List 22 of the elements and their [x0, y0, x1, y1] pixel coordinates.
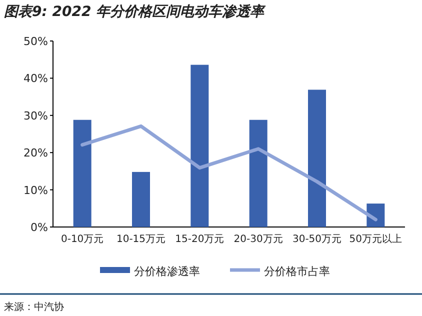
x-tick-label: 20-30万元	[234, 234, 283, 245]
bar	[190, 64, 209, 227]
chart-title: 图表9: 2022 年分价格区间电动车渗透率	[4, 3, 266, 20]
y-tick-label: 30%	[24, 109, 48, 122]
y-tick-label: 0%	[30, 221, 48, 234]
bar	[73, 120, 92, 227]
y-tick-label: 10%	[24, 184, 48, 197]
x-tick-label: 30-50万元	[292, 234, 342, 245]
line-series	[80, 124, 378, 222]
y-tick-label: 20%	[24, 146, 48, 160]
legend-label: 分价格市占率	[264, 265, 330, 278]
x-tick-label: 50万元以上	[349, 233, 402, 245]
legend-label: 分价格渗透率	[134, 265, 200, 278]
x-tick-label: 0-10万元	[60, 234, 104, 245]
y-tick-label: 40%	[24, 72, 48, 86]
bar	[132, 172, 150, 227]
y-tick-label: 50%	[24, 35, 48, 48]
bar	[308, 90, 326, 227]
source-note: 来源：中汽协	[4, 301, 64, 313]
bar	[249, 120, 268, 227]
x-tick-label: 15-20万元	[175, 234, 224, 245]
x-tick-label: 10-15万元	[116, 234, 166, 245]
